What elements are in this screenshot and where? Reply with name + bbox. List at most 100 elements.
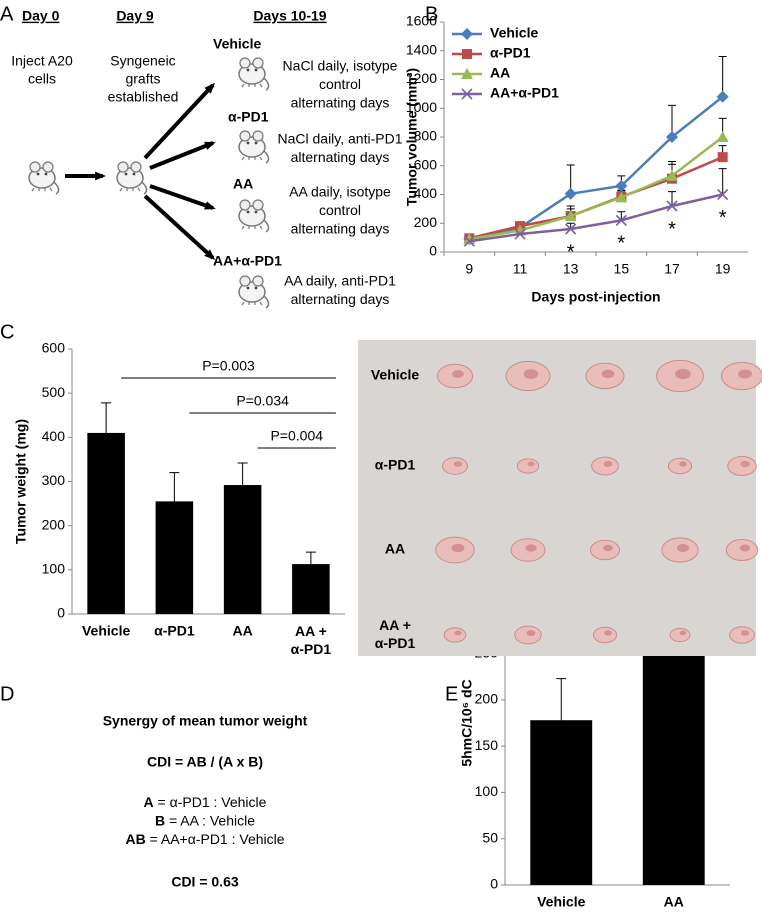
mouse-tail [263,295,270,309]
definition: AB = AA+α-PD1 : Vehicle [125,831,284,847]
error-bar [668,191,676,206]
error-bar [718,56,727,97]
y-tick-label: 400 [42,428,66,444]
marker [564,187,577,200]
y-tick-label: 600 [42,340,66,356]
bar [223,485,262,614]
significance-mark: * [617,233,625,255]
error-bar [617,211,626,221]
step-note: Syngeneic [110,53,175,69]
photo-row-label: Vehicle [371,367,419,383]
mouse-feet [119,187,141,192]
tumor-spot [601,369,615,379]
arrow-head [95,171,106,181]
x-tick-label: AA [233,623,253,639]
panel-letter: E [445,683,458,705]
mouse-tail [53,181,60,195]
tumor-spot [676,543,690,553]
arrow [143,83,215,160]
group-description: alternating days [291,291,390,307]
mouse-body [116,167,144,189]
marker [462,49,472,59]
tumor [443,627,467,643]
arrow-head [204,249,216,261]
step-note: established [108,89,179,105]
group-name: AA+α-PD1 [213,253,282,269]
tumor [667,457,693,475]
x-tick-label: AA [664,894,684,910]
p-value: P=0.003 [202,358,255,374]
tumor-spot [523,369,539,379]
step-note: grafts [125,71,160,87]
mouse-tail [263,150,270,164]
y-tick-label: 400 [414,185,438,201]
x-tick-label: 15 [614,261,630,277]
group-description: control [319,202,361,218]
bar [155,501,194,614]
panel-letter: C [0,321,14,343]
group-description: AA daily, isotype [289,184,391,200]
tumor-spot [675,368,691,380]
group-description: alternating days [291,221,390,237]
definition-text: = AA : Vehicle [165,812,255,828]
mouse-eye [124,172,128,176]
arrow [143,194,215,260]
mouse-icon [238,199,270,233]
y-tick-label: 200 [475,691,499,707]
error-bar [101,402,112,433]
x-tick-label: 11 [513,261,528,277]
legend-label: Vehicle [490,25,538,41]
marker [716,90,729,103]
definition: A = α-PD1 : Vehicle [144,794,267,810]
legend-label: α-PD1 [490,45,531,61]
bar [87,432,125,614]
y-tick-label: 1000 [406,99,437,115]
series-line [469,95,724,241]
panel-letter: B [425,3,438,25]
mouse-ear [252,199,264,211]
arrow [149,184,214,210]
marker [717,188,729,201]
mouse-ear [239,57,251,69]
marker [461,68,473,79]
x-axis-label: Days post-injection [531,289,660,305]
tumor-spot [740,630,750,636]
tumor [669,627,691,643]
y-tick-label: 600 [414,156,438,172]
tumor-spot [679,461,687,467]
arrow-head [204,82,216,94]
mouse-ear [239,130,251,142]
mouse-tail [263,77,270,91]
definition-text: = α-PD1 : Vehicle [154,794,267,810]
tumor-spot [603,544,613,552]
group-name: Vehicle [213,36,261,52]
tumor-spot [452,370,464,378]
tumor-spot [526,630,536,636]
definition-term: B [155,812,165,828]
series-line [469,193,723,243]
step-note: cells [28,71,56,87]
y-tick-label: 0 [429,243,437,259]
mouse-feet [241,301,263,306]
tumor-spot [739,544,751,552]
mouse-body [238,281,266,303]
mouse-eye [246,210,250,214]
mouse-body [238,136,266,158]
x-tick-label: 9 [465,261,473,277]
tumor [442,457,468,475]
group-name: AA [233,176,253,192]
group-description: alternating days [291,149,390,165]
mouse-tail [141,181,148,195]
mouse-feet [241,83,263,88]
mouse-eye [246,286,250,290]
synergy-title: Synergy of mean tumor weight [103,713,308,729]
group-name: α-PD1 [228,109,269,125]
y-tick-label: 200 [42,516,66,532]
y-tick-label: 200 [414,214,438,230]
mouse-feet [241,156,263,161]
tumor-spot [738,369,752,379]
mouse-ear [252,57,264,69]
mouse-eye [254,210,258,214]
panel-letter: A [0,3,14,25]
